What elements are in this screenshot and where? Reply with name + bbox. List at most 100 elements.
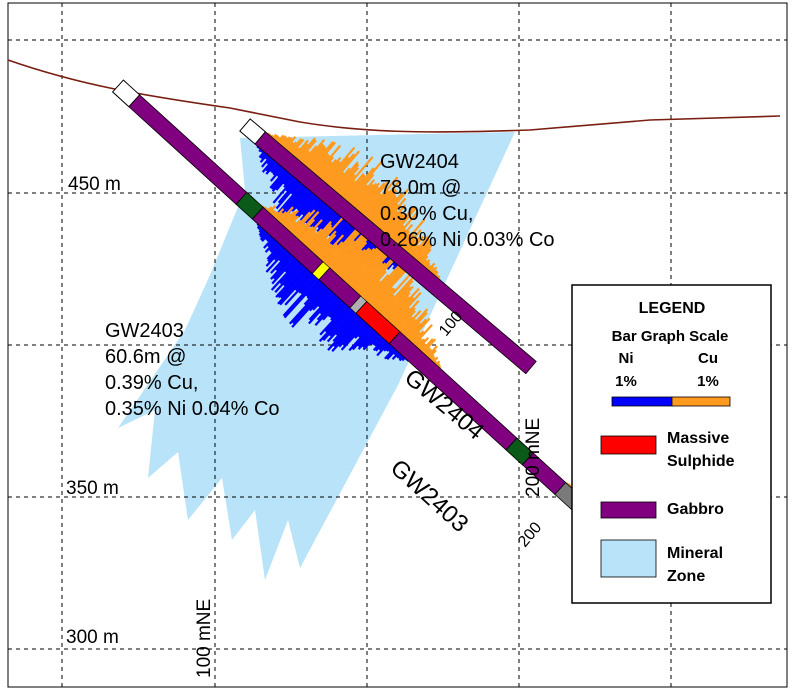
ni-assay-bar	[265, 161, 278, 175]
cu-assay-bar	[287, 141, 298, 152]
ni-assay-bar	[372, 335, 382, 346]
ni-assay-bar	[393, 350, 399, 356]
elevation-label: 450 m	[68, 174, 121, 195]
cu-assay-bar	[285, 215, 300, 230]
cu-assay-bar	[361, 270, 387, 299]
ni-assay-bar	[384, 347, 396, 360]
ni-assay-bar	[258, 227, 264, 233]
cu-assay-bar	[403, 229, 422, 251]
cu-assay-bar	[300, 219, 323, 244]
cu-assay-bar	[435, 360, 441, 366]
ni-assay-bar	[306, 281, 323, 300]
ni-assay-bar	[265, 246, 285, 267]
ni-assay-bar	[270, 242, 280, 254]
cu-assay-bar	[295, 143, 309, 159]
cu-assay-bar	[393, 299, 420, 328]
cu-assay-bar	[346, 161, 383, 203]
cu-assay-bar	[406, 235, 422, 253]
ni-assay-bar	[272, 256, 295, 280]
ni-assay-bar	[335, 312, 357, 336]
cu-assay-bar	[367, 266, 402, 304]
cu-assay-bar	[301, 145, 318, 164]
cu-assay-bar	[334, 237, 368, 274]
cu-assay-bar	[432, 356, 439, 363]
ni-assay-bar	[266, 235, 273, 243]
cu-assay-bar	[294, 210, 320, 238]
ni-assay-bar	[305, 280, 322, 298]
cu-assay-bar	[281, 210, 296, 226]
cu-assay-bar	[314, 144, 342, 176]
ni-assay-bar	[277, 179, 299, 204]
ni-assay-bar	[261, 158, 275, 173]
cu-assay-bar	[383, 211, 403, 234]
cu-assay-bar	[285, 141, 294, 151]
cu-assay-bar	[340, 247, 371, 280]
ni-assay-bar	[331, 317, 363, 353]
cu-assay-bar	[407, 235, 424, 255]
cu-assay-bar	[343, 247, 376, 283]
cu-assay-bar	[382, 285, 411, 318]
elevation-labels: 450 m 350 m 300 m	[66, 174, 121, 648]
cu-assay-bar	[385, 291, 411, 320]
cu-assay-bar	[430, 356, 436, 362]
ni-assay-bar	[266, 157, 273, 165]
ni-assay-bar	[316, 296, 340, 321]
cu-assay-bar	[422, 338, 437, 354]
ni-assay-bar	[338, 319, 365, 348]
ni-assay-bar	[330, 303, 347, 321]
cu-assay-bar	[293, 139, 309, 158]
ni-assay-bar	[312, 289, 332, 311]
legend-gabbro-swatch	[600, 501, 657, 519]
ni-assay-bar	[294, 272, 313, 292]
ni-assay-bar	[342, 320, 366, 346]
cu-assay-bar	[298, 139, 317, 162]
ni-assay-bar	[314, 297, 341, 326]
legend-title: LEGEND	[639, 300, 706, 317]
ni-assay-bar	[270, 260, 300, 291]
ni-assay-bar	[354, 323, 369, 339]
cu-assay-bar	[399, 309, 422, 334]
cu-assay-bar	[348, 249, 382, 287]
ni-assay-bar	[319, 295, 338, 315]
ni-assay-bar	[277, 266, 307, 299]
cu-assay-bar	[343, 174, 366, 200]
cu-assay-bar	[280, 212, 291, 225]
ni-assay-bar	[277, 183, 304, 213]
ni-assay-bar	[386, 348, 397, 361]
ni-assay-bar	[374, 339, 387, 352]
cu-assay-bar	[277, 211, 287, 222]
ni-assay-bar	[267, 245, 283, 263]
cu-assay-bar	[405, 322, 421, 339]
cu-assay-bar	[322, 160, 341, 182]
ni-assay-bar	[300, 276, 317, 295]
cu-assay-bar	[308, 223, 333, 250]
ni-assay-bar	[303, 282, 325, 306]
ni-assay-bar	[261, 233, 270, 242]
gabbro-interval	[254, 131, 537, 375]
ni-assay-bar	[322, 299, 343, 321]
cu-assay-bar	[433, 360, 438, 365]
ni-assay-bar	[276, 167, 285, 178]
cu-assay-bar	[266, 206, 273, 213]
cu-assay-bar	[360, 181, 389, 215]
cu-assay-bar	[287, 221, 297, 231]
ni-assay-bar	[265, 249, 288, 273]
cu-assay-bar	[278, 206, 294, 223]
cu-assay-bar	[302, 228, 317, 245]
cu-assay-bar	[388, 206, 415, 238]
ni-assay-bar	[383, 343, 391, 352]
cu-assay-bar	[288, 138, 303, 154]
intercept-line: GW2403	[105, 320, 184, 342]
cu-assay-bar	[436, 275, 441, 279]
cu-assay-bar	[373, 287, 394, 309]
ni-assay-bar	[291, 287, 329, 328]
cu-assay-bar	[371, 269, 407, 308]
cu-assay-bar	[389, 206, 418, 239]
ni-assay-bar	[316, 210, 336, 233]
cu-assay-bar	[400, 218, 426, 248]
cu-assay-bar	[340, 179, 356, 198]
cu-assay-bar	[371, 194, 397, 224]
cu-assay-bar	[423, 259, 431, 268]
cu-assay-bar	[427, 262, 436, 271]
cu-assay-bar	[408, 317, 431, 342]
